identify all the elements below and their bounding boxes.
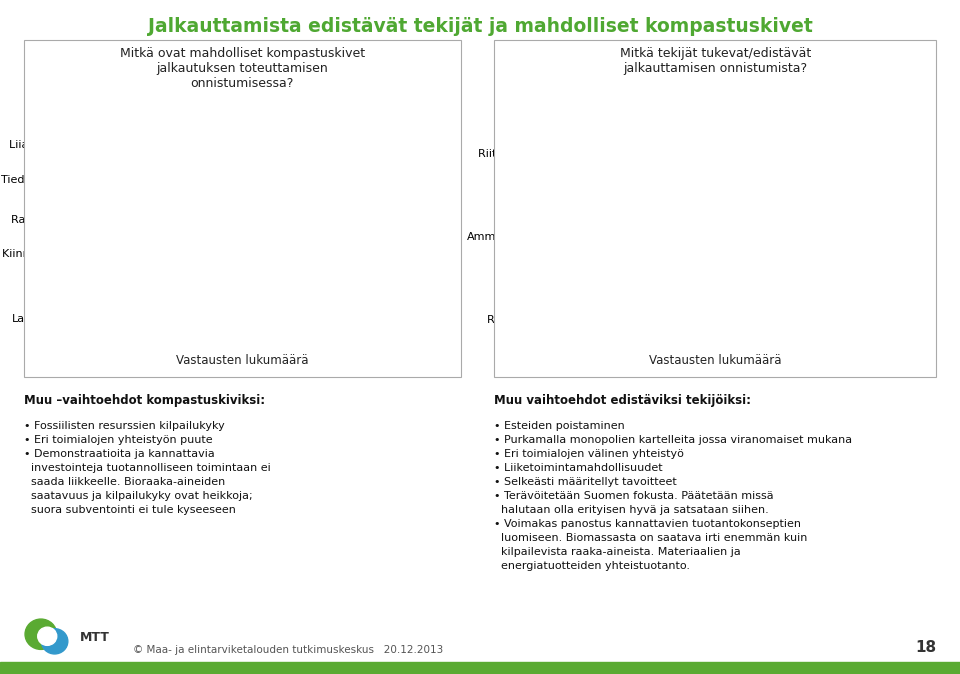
Text: Muu –vaihtoehdot kompastuskiviksi:: Muu –vaihtoehdot kompastuskiviksi:: [24, 394, 265, 407]
Bar: [120, 313, 218, 332]
Bar: [581, 224, 694, 247]
Text: Muu vaihtoehdot edistäviksi tekijöiksi:: Muu vaihtoehdot edistäviksi tekijöiksi:: [494, 394, 752, 407]
Circle shape: [37, 627, 57, 646]
Bar: [120, 209, 283, 228]
Text: Mitkä ovat mahdolliset kompastuskivet
jalkautuksen toteuttamisen
onnistumisessa?: Mitkä ovat mahdolliset kompastuskivet ja…: [120, 47, 365, 90]
Bar: [581, 307, 626, 330]
Text: Mitkä tekijät tukevat/edistävät
jalkauttamisen onnistumista?: Mitkä tekijät tukevat/edistävät jalkautt…: [619, 47, 811, 75]
Text: © Maa- ja elintarviketalouden tutkimuskeskus   20.12.2013: © Maa- ja elintarviketalouden tutkimuske…: [132, 645, 444, 655]
Text: Vastausten lukumäärä: Vastausten lukumäärä: [649, 355, 781, 367]
Bar: [120, 140, 414, 158]
Text: MTT: MTT: [80, 632, 109, 644]
Text: Jalkauttamista edistävät tekijät ja mahdolliset kompastuskivet: Jalkauttamista edistävät tekijät ja mahd…: [148, 17, 812, 36]
Circle shape: [41, 629, 68, 654]
Text: • Fossiilisten resurssien kilpailukyky
• Eri toimialojen yhteistyön puute
• Demo: • Fossiilisten resurssien kilpailukyky •…: [24, 421, 271, 515]
Bar: [581, 266, 694, 288]
Circle shape: [25, 619, 57, 650]
Text: 18: 18: [915, 640, 936, 655]
Bar: [581, 142, 808, 164]
Bar: [581, 183, 740, 206]
Bar: [120, 174, 283, 193]
Bar: [120, 278, 218, 298]
Bar: [120, 244, 251, 263]
Text: Vastausten lukumäärä: Vastausten lukumäärä: [176, 355, 309, 367]
Text: • Esteiden poistaminen
• Purkamalla monopolien kartelleita jossa viranomaiset mu: • Esteiden poistaminen • Purkamalla mono…: [494, 421, 852, 572]
